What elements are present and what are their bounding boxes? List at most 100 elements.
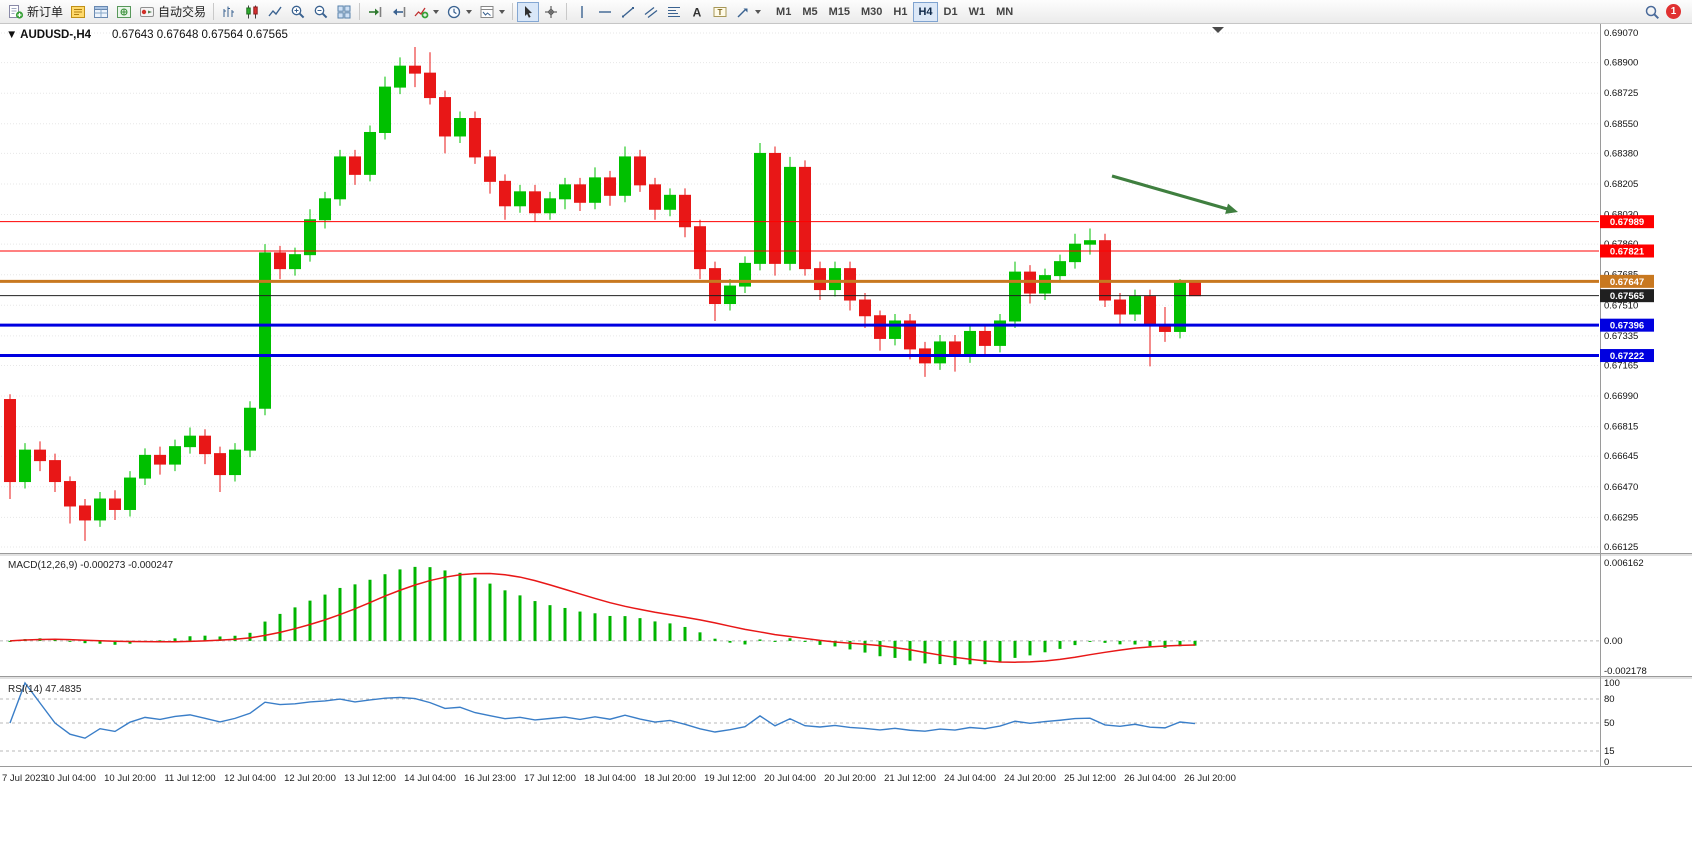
resistance-1-price-marker-label: 0.67989 [1610,217,1644,228]
candlestick-chart-button[interactable] [241,2,263,22]
search-icon [1645,5,1660,19]
cursor-icon [525,5,533,18]
bear-candle [529,191,541,214]
macd-histogram-bar [398,569,402,641]
zoom-out-button[interactable] [310,2,332,22]
bull-candle [664,194,676,210]
bull-candle [289,254,301,270]
macd-histogram-bar [413,566,417,641]
cursor-button[interactable] [517,1,540,22]
timeframe-m15-button[interactable]: M15 [824,2,855,22]
chart-area[interactable]: 0.69070 0.68900 0.68725 0.68550 0.68380 0.682… [0,24,1692,851]
text-tool-button[interactable]: A [686,2,708,22]
macd-histogram-bar [113,640,117,645]
bull-candle [1084,240,1096,245]
rsi-line [9,681,1196,739]
timeframe-h4-button[interactable]: H4 [913,1,938,22]
macd-histogram-bar [548,605,552,641]
macd-histogram-bar [368,579,372,641]
support-2-price-marker [1600,349,1654,363]
bear-candle [1099,240,1111,301]
templates-button[interactable] [476,2,508,22]
bull-candle [229,449,241,476]
horizontal-line-button[interactable] [594,2,616,22]
search-button[interactable] [1641,2,1663,22]
navigator-button[interactable] [113,2,135,22]
macd-histogram-bar [818,640,822,645]
macd-histogram-bar [833,640,837,647]
crosshair-button[interactable] [540,2,562,22]
macd-histogram-bar [653,621,657,641]
rsi-axis-label: 15 [1604,746,1615,757]
trend-arrow-head [1225,203,1238,214]
macd-axis-label: -0.002178 [1604,666,1647,677]
bar-chart-button[interactable] [218,2,240,22]
notification-badge[interactable]: 1 [1666,4,1681,19]
bull-candle [784,166,796,264]
new-order-button[interactable]: 新订单 [5,2,66,22]
vertical-line-button[interactable] [571,2,593,22]
zoom-in-icon [291,5,305,18]
price-axis-label: 0.67335 [1604,331,1638,342]
new-order-label: 新订单 [27,5,64,19]
time-axis-label: 14 Jul 04:00 [404,773,456,784]
timeframe-d1-button[interactable]: D1 [939,2,963,22]
bear-candle [274,252,286,270]
timeframe-w1-button[interactable]: W1 [964,2,991,22]
macd-histogram-bar [68,640,72,642]
tile-windows-button[interactable] [333,2,355,22]
indicators-button[interactable] [410,2,442,22]
bull-candle [1039,275,1051,294]
market-watch-button[interactable] [67,2,89,22]
timeframe-m1-button[interactable]: M1 [771,2,796,22]
timeframe-mn-button[interactable]: MN [991,2,1018,22]
macd-histogram-bar [713,638,717,641]
macd-histogram-bar [203,635,207,641]
chart-shift-marker[interactable] [1212,27,1224,33]
macd-histogram-bar [938,640,942,665]
macd-histogram-bar [278,613,282,641]
zoom-in-button[interactable] [287,2,309,22]
navigator-icon [117,5,132,18]
trend-arrow-annotation[interactable] [1111,174,1233,212]
bull-candle [589,177,601,203]
timeframe-h1-button[interactable]: H1 [888,2,912,22]
auto-scroll-button[interactable] [364,2,386,22]
arrows-tool-button[interactable] [732,2,764,22]
text-label-button[interactable]: T [709,2,731,22]
bear-candle [874,315,886,339]
tile-windows-icon [337,5,351,18]
macd-histogram-bar [293,607,297,641]
macd-histogram-bar [638,618,642,641]
macd-histogram-bar [1133,640,1137,645]
macd-histogram-bar [518,595,522,641]
trendline-button[interactable] [617,2,639,22]
bull-candle [379,86,391,133]
macd-label: MACD(12,26,9) -0.000273 -0.000247 [8,560,174,571]
line-chart-icon [268,6,282,16]
timeframe-m30-button[interactable]: M30 [856,2,887,22]
pane-splitter[interactable] [0,554,1692,556]
equidistant-channel-button[interactable] [640,2,662,22]
macd-histogram-bar [1058,640,1062,649]
bear-candle [859,299,871,317]
time-axis-label: 20 Jul 04:00 [764,773,816,784]
macd-histogram-bar [1103,640,1107,643]
pane-splitter[interactable] [0,677,1692,679]
time-axis-label: 7 Jul 2023 [2,773,46,784]
data-window-button[interactable] [90,2,112,22]
periods-button[interactable] [443,2,475,22]
auto-trading-button[interactable]: 自动交易 [136,2,209,22]
timeframe-m5-button[interactable]: M5 [797,2,822,22]
support-1-price-marker-label: 0.67396 [1610,321,1644,332]
chart-shift-button[interactable] [387,2,409,22]
macd-histogram-bar [308,600,312,641]
bull-candle [514,191,526,207]
price-axis-label: 0.68900 [1604,58,1638,69]
bull-candle [994,320,1006,346]
bull-candle [259,252,271,409]
line-chart-button[interactable] [264,2,286,22]
macd-histogram-bar [878,640,882,657]
bull-candle [304,219,316,256]
fibonacci-button[interactable] [663,2,685,22]
